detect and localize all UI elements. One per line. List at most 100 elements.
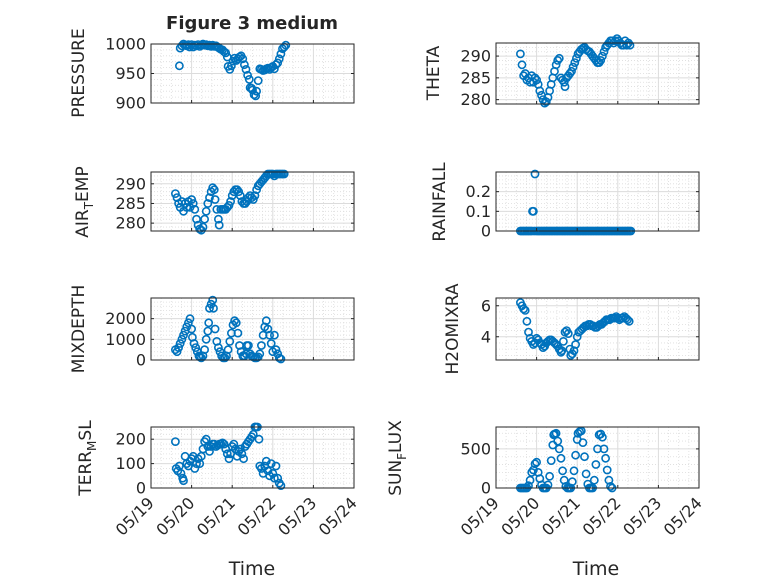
x-tick-label: 05/21 (193, 493, 239, 539)
y-tick-label: 280 (115, 214, 146, 233)
data-point (558, 466, 567, 476)
data-point (568, 62, 578, 72)
data-point (530, 169, 540, 179)
yticks-theta: 280 285 290 (460, 47, 700, 109)
x-tick-label: 05/19 (457, 493, 503, 539)
y-tick-label: 950 (115, 64, 146, 83)
xlabel-left: Time (228, 558, 276, 580)
y-tick-label: 100 (115, 454, 146, 473)
markers-mixdepth (170, 295, 286, 364)
panel-rainfall: 00.10.2 RAINFALL (430, 162, 700, 242)
data-point (255, 349, 265, 359)
data-point (525, 475, 535, 485)
data-point (279, 42, 289, 52)
y-tick-label: 1000 (105, 35, 146, 54)
data-point (596, 56, 606, 65)
data-point (224, 454, 234, 464)
y-tick-label: 500 (460, 439, 491, 458)
data-point (610, 313, 619, 323)
data-point (251, 91, 261, 101)
data-point (182, 322, 192, 332)
data-point (187, 195, 196, 204)
yticks-pressure: 900 950 1000 (105, 35, 355, 113)
data-point (209, 303, 218, 313)
data-point (545, 471, 554, 481)
data-point (553, 56, 563, 65)
y-tick-label: 285 (115, 194, 146, 213)
y-tick-label: 0 (481, 479, 491, 498)
data-point (200, 345, 209, 355)
x-tick-label: 05/24 (660, 493, 706, 539)
data-point (233, 328, 243, 338)
data-point (516, 49, 525, 59)
axes-box-terr-msl (150, 426, 355, 489)
data-point (188, 451, 198, 461)
ylabel-sun-flux-after: LUX (386, 420, 406, 453)
data-point (231, 318, 241, 328)
data-point (230, 316, 239, 326)
data-point (179, 476, 188, 486)
x-tick-label: 05/20 (497, 493, 543, 539)
data-point (559, 336, 568, 346)
data-point (601, 453, 610, 463)
data-point (625, 40, 635, 50)
y-tick-label: 4 (481, 327, 491, 346)
yticks-rainfall: 00.10.2 (466, 182, 700, 241)
data-point (520, 305, 530, 315)
data-point (226, 61, 236, 71)
data-point (170, 189, 180, 198)
data-point (208, 183, 218, 193)
x-tick-label: 05/19 (112, 493, 158, 539)
data-point (268, 468, 278, 478)
data-point (532, 75, 541, 85)
axes-box-theta (495, 42, 700, 105)
data-point (239, 60, 249, 70)
data-point (239, 454, 248, 464)
data-point (192, 214, 201, 224)
data-point (226, 197, 235, 206)
data-point (546, 456, 556, 465)
data-point (208, 295, 218, 305)
x-tick-label: 05/22 (579, 493, 625, 539)
data-point (623, 315, 632, 325)
data-point (189, 339, 199, 348)
axes-box-h2omixra (495, 297, 700, 361)
data-point (216, 439, 226, 449)
ylabel-air-temp-sub: T (82, 201, 96, 210)
data-point (517, 60, 527, 70)
data-point (182, 202, 192, 212)
data-point (235, 191, 245, 200)
data-point (191, 343, 201, 352)
markers-air-temp (170, 169, 289, 235)
figure-title: Figure 3 medium (166, 13, 338, 34)
data-point (205, 193, 214, 202)
ylabel-terr-msl-sub: M (85, 441, 99, 451)
data-point (203, 199, 213, 208)
data-point (243, 70, 252, 80)
data-point (266, 459, 276, 468)
ylabel-h2omixra: H2OMIXRA (443, 283, 463, 374)
data-point (269, 473, 279, 483)
ylabel-sun-flux: SUNFLUX (386, 420, 409, 496)
data-point (563, 329, 573, 338)
x-tick-label: 05/22 (234, 493, 280, 539)
data-point (279, 169, 289, 179)
ylabel-pressure: PRESSURE (69, 28, 89, 117)
data-point (210, 324, 220, 334)
data-point (219, 439, 229, 449)
data-point (172, 347, 182, 357)
data-point (519, 304, 528, 314)
markers-h2omixra (516, 298, 634, 360)
data-point (551, 428, 561, 438)
y-tick-label: 2000 (105, 309, 146, 328)
ylabel-terr-msl: TERRMSL (76, 420, 99, 497)
ylabel-sun-flux-sub: F (395, 453, 409, 460)
ylabel-air-temp-after: EMP (73, 166, 93, 202)
data-point (170, 437, 180, 446)
data-point (201, 206, 211, 216)
data-point (571, 340, 580, 349)
y-tick-label: 290 (115, 174, 146, 193)
data-point (252, 86, 261, 96)
data-point (554, 53, 564, 63)
data-point (554, 444, 564, 454)
